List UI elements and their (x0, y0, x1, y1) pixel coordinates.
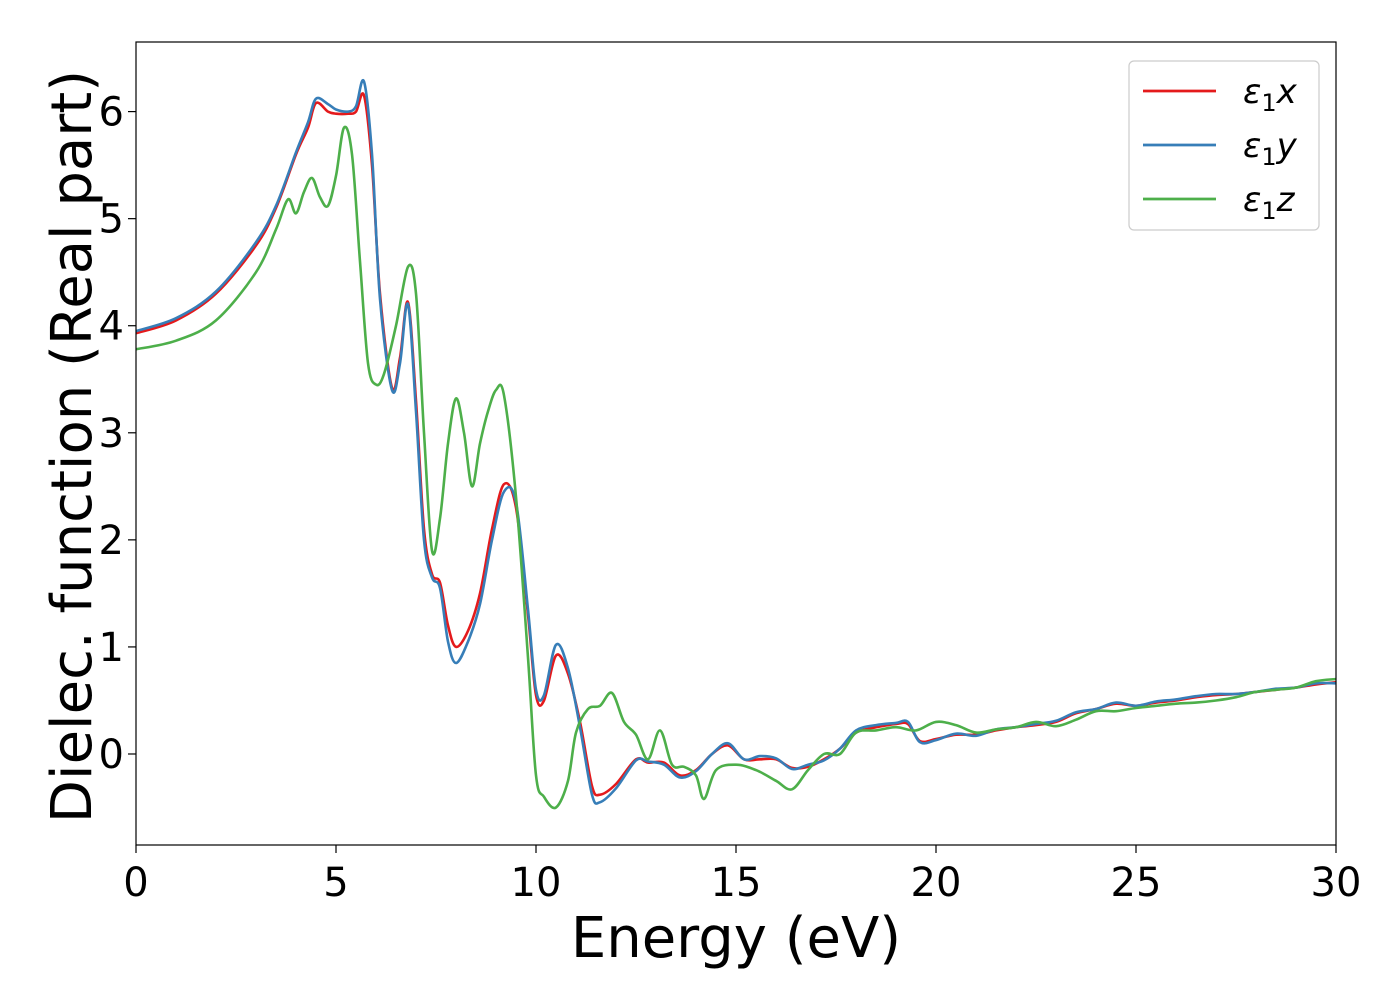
y-tick-label: 0 (99, 732, 124, 778)
legend: ε1x ε1y ε1z (1128, 60, 1320, 231)
legend-label-y: ε1y (1243, 126, 1298, 171)
y-axis: 0 1 2 3 4 5 6 (99, 90, 136, 778)
x-tick-label: 10 (511, 860, 562, 906)
legend-label-x: ε1x (1243, 72, 1298, 117)
series-line-y (136, 78, 1336, 805)
x-tick-label: 0 (123, 860, 148, 906)
x-tick-label: 25 (1111, 860, 1162, 906)
x-tick-label: 5 (323, 860, 348, 906)
y-tick-label: 1 (99, 625, 124, 671)
series-layer (136, 78, 1336, 810)
x-tick-label: 15 (711, 860, 762, 906)
x-axis-label: Energy (eV) (571, 906, 901, 971)
legend-label-z: ε1z (1243, 180, 1296, 225)
y-tick-label: 6 (99, 90, 124, 136)
y-tick-label: 4 (99, 304, 124, 350)
y-tick-label: 3 (99, 411, 124, 457)
x-tick-label: 30 (1311, 860, 1362, 906)
legend-box (1128, 60, 1320, 231)
series-line-z (136, 125, 1336, 810)
x-axis: 0 5 10 15 20 25 30 (123, 845, 1361, 906)
y-axis-label: Dielec. function (Real part) (40, 70, 105, 823)
y-tick-label: 5 (99, 197, 124, 243)
x-tick-label: 20 (911, 860, 962, 906)
y-tick-label: 2 (99, 518, 124, 564)
